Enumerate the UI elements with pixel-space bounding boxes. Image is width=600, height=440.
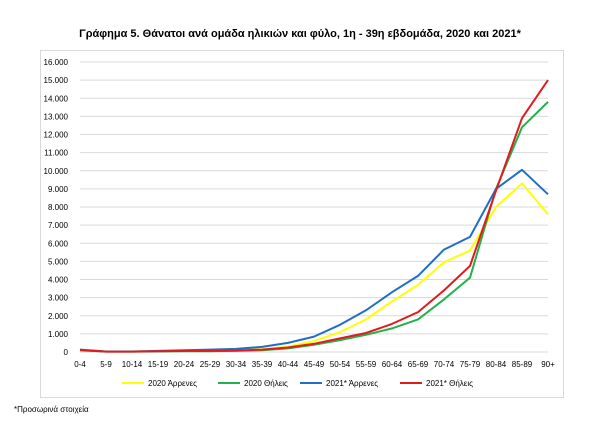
x-tick-label: 55-59 [356,360,377,369]
legend: 2020 Άρρενες 2020 Θήλεις 2021* Άρρενες 2021… [122,379,473,388]
y-tick-label: 15.000 [44,76,69,85]
x-tick-label: 5-9 [100,360,112,369]
y-tick-label: 9.000 [48,185,69,194]
y-tick-label: 4.000 [48,276,69,285]
x-tick-label: 25-29 [200,360,221,369]
legend-label: 2020 Θήλεις [244,379,288,388]
x-tick-label: 75-79 [460,360,481,369]
series-line-2 [79,101,549,353]
chart-frame [40,50,564,398]
x-axis-ticks: 0-4 5-9 10-14 15-19 20-24 25-29 30-34 35-39 40-4… [74,360,555,369]
chart-title: Γράφημα 5. Θάνατοι ανά ομάδα ηλικιών και… [79,28,521,40]
legend-label: 2020 Άρρενες [148,379,197,388]
x-tick-label: 40-44 [278,360,299,369]
footnote: *Προσωρινά στοιχεία [14,405,89,414]
x-tick-label: 20-24 [174,360,195,369]
legend-label: 2021* Άρρενες [326,379,378,388]
y-tick-label: 0 [64,348,69,357]
y-tick-label: 7.000 [48,221,69,230]
x-tick-label: 50-54 [330,360,351,369]
x-tick-label: 15-19 [148,360,169,369]
x-tick-label: 35-39 [252,360,273,369]
x-tick-label: 30-34 [226,360,247,369]
y-tick-label: 13.000 [44,112,69,121]
y-tick-label: 3.000 [48,294,69,303]
y-tick-label: 16.000 [44,58,69,67]
x-tick-label: 90+ [541,360,555,369]
y-tick-label: 6.000 [48,239,69,248]
grid-lines [80,61,548,353]
series-line-3 [79,168,549,353]
series-line-1 [79,182,549,353]
x-tick-label: 85-89 [512,360,533,369]
y-tick-label: 12.000 [44,131,69,140]
y-tick-label: 2.000 [48,312,69,321]
x-tick-label: 10-14 [122,360,143,369]
series-line-4 [79,79,549,353]
y-tick-label: 8.000 [48,203,69,212]
x-tick-label: 45-49 [304,360,325,369]
y-tick-label: 14.000 [44,94,69,103]
x-tick-label: 65-69 [408,360,429,369]
legend-label: 2021* Θήλεις [426,379,473,388]
y-tick-label: 1.000 [48,330,69,339]
x-tick-label: 0-4 [74,360,86,369]
x-tick-label: 60-64 [382,360,403,369]
series-lines [79,79,549,353]
y-tick-label: 11.000 [44,149,68,158]
x-tick-label: 80-84 [486,360,507,369]
y-tick-label: 5.000 [48,257,69,266]
y-tick-label: 10.000 [44,167,69,176]
x-tick-label: 70-74 [434,360,455,369]
y-axis-ticks: 0 1.000 2.000 3.000 4.000 5.000 6.000 7.000 8.00… [44,58,69,357]
